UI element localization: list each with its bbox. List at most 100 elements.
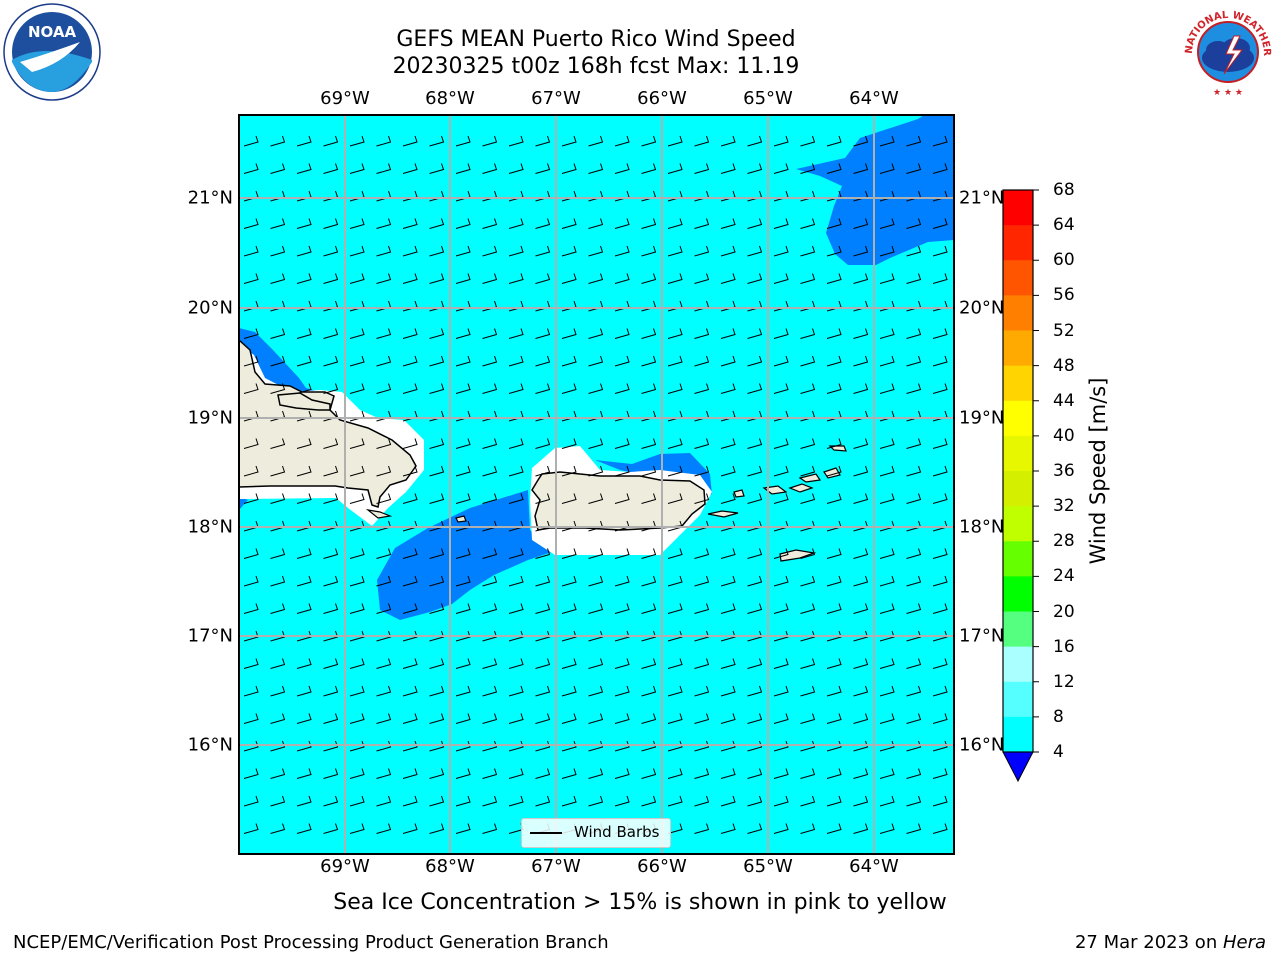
wind-barb [747, 713, 763, 724]
wind-barb [243, 575, 259, 587]
longitude-label: 66°W [637, 856, 687, 877]
wind-barb [932, 795, 948, 807]
wind-barb [747, 328, 763, 339]
land-virgin-islands-1 [733, 489, 745, 498]
wind-barb [614, 218, 630, 229]
wind-barb [720, 245, 736, 257]
wind-barb [270, 465, 286, 477]
wind-barb [535, 740, 551, 752]
wind-barb [296, 438, 312, 449]
wind-barb [455, 713, 471, 724]
wind-barb [482, 273, 498, 284]
latitude-label: 17°N [187, 625, 233, 647]
low-wind-region-mona [377, 490, 552, 620]
wind-barb [296, 713, 312, 724]
wind-barb [879, 273, 895, 284]
colorbar-tick-label: 28 [1053, 531, 1075, 552]
wind-barb [641, 245, 657, 257]
wind-barb [906, 273, 922, 284]
wind-barb [296, 768, 312, 779]
wind-barb [376, 768, 392, 779]
wind-barb [243, 135, 259, 147]
wind-barb [588, 575, 604, 587]
wind-barb [455, 768, 471, 779]
wind-barb [747, 245, 763, 257]
wind-barb [402, 163, 418, 174]
wind-barb [773, 383, 789, 394]
wind-barb [614, 135, 630, 147]
wind-barb [879, 245, 895, 257]
wind-barb [747, 135, 763, 147]
wind-barb [747, 603, 763, 614]
wind-barb [402, 355, 418, 367]
wind-barb [747, 273, 763, 284]
wind-barb [906, 245, 922, 257]
wind-barb [535, 328, 551, 339]
wind-barb [641, 135, 657, 147]
wind-barb [826, 603, 842, 614]
wind-barb [508, 438, 524, 449]
wind-barb [826, 383, 842, 394]
wind-barb [349, 548, 365, 559]
wind-barb [720, 548, 736, 559]
wind-barb [376, 823, 392, 834]
wind-barb [747, 163, 763, 174]
wind-barb [853, 685, 869, 697]
land-hispaniola-peninsula [277, 392, 331, 411]
wind-barb [561, 548, 577, 559]
colorbar-segment [1003, 471, 1033, 507]
wind-barb [906, 658, 922, 669]
wind-barb [376, 218, 392, 229]
wind-barb [879, 163, 895, 174]
wind-barb [747, 383, 763, 394]
wind-barb [243, 163, 259, 174]
wind-barb [243, 493, 259, 504]
wind-barb [243, 603, 259, 614]
colorbar-under-triangle [1002, 751, 1034, 783]
wind-barb [376, 163, 392, 174]
colorbar-segment [1003, 330, 1033, 367]
wind-barb [694, 768, 710, 779]
colorbar-tick-label: 44 [1053, 390, 1075, 411]
wind-barb [455, 218, 471, 229]
wind-barb [773, 493, 789, 504]
wind-barb [296, 245, 312, 257]
wind-barb [694, 603, 710, 614]
wind-barb [826, 245, 842, 257]
colorbar-tick-label: 4 [1053, 742, 1064, 762]
wind-barb [376, 273, 392, 284]
wind-barb [641, 658, 657, 669]
wind-barb [879, 603, 895, 614]
wind-barb [349, 795, 365, 807]
wind-barb [641, 465, 657, 477]
wind-barb [455, 658, 471, 669]
colorbar-segment [1003, 576, 1033, 612]
wind-barb [561, 245, 577, 257]
wind-barb [932, 740, 948, 752]
wind-barb [879, 135, 895, 147]
wind-barb [932, 273, 948, 284]
latitude-label: 16°N [959, 734, 1005, 756]
wind-barb [349, 713, 365, 724]
wind-barb [402, 218, 418, 229]
latitude-label: 19°N [959, 407, 1005, 429]
wind-barb [561, 273, 577, 284]
wind-barb [773, 575, 789, 587]
wind-barb [535, 548, 551, 559]
graticule [239, 115, 954, 854]
wind-barb [747, 438, 763, 449]
wind-barb [932, 465, 948, 477]
wind-barb [667, 328, 683, 339]
wind-barb [429, 465, 445, 477]
wind-barb [508, 273, 524, 284]
wind-barb [614, 328, 630, 339]
wind-barb [561, 465, 577, 477]
colorbar-segment [1003, 365, 1033, 402]
colorbar-segment [1003, 506, 1033, 542]
wind-barb [243, 823, 259, 834]
wind-barb [667, 740, 683, 752]
colorbar-tick-label: 24 [1053, 566, 1075, 587]
wind-barb [826, 465, 842, 477]
wind-barb [614, 768, 630, 779]
wind-barb [588, 493, 604, 504]
